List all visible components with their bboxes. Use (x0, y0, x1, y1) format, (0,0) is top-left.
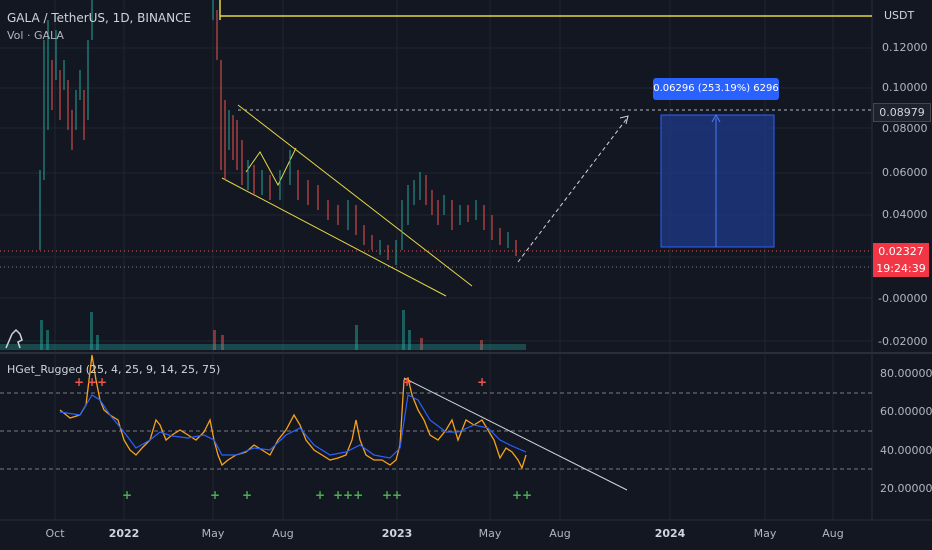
time-tick: 2022 (108, 527, 140, 540)
measure-label: 0.06296 (253.19%) 6296 (653, 78, 779, 100)
indicator-levels (0, 392, 872, 470)
current-price: 0.02327 (878, 245, 924, 258)
price-tick: 0.04000 (882, 208, 928, 221)
svg-text:+: + (242, 488, 252, 502)
target-price-tag: 0.08979 (873, 103, 931, 122)
svg-text:+: + (477, 375, 487, 389)
current-price-tag: 0.02327 19:24:39 (873, 243, 929, 277)
channel-lower (221, 177, 447, 297)
time-tick: Aug (272, 527, 294, 540)
time-tick: May (201, 527, 225, 540)
currency-label[interactable]: USDT (884, 9, 915, 22)
svg-text:++: ++ (512, 488, 532, 502)
indicator-tick: 40.000000 (880, 444, 932, 457)
price-tick: 0.10000 (882, 81, 928, 94)
candlesticks (39, 0, 517, 265)
time-tick: Oct (45, 527, 65, 540)
price-tick: -0.02000 (878, 335, 928, 348)
inner-pattern (245, 147, 297, 187)
time-tick: 2024 (654, 527, 686, 540)
price-tick: -0.00000 (878, 292, 928, 305)
time-tick: Aug (822, 527, 844, 540)
svg-text:++: ++ (87, 375, 107, 389)
indicator-line (59, 354, 527, 470)
indicator-tick: 80.000000 (880, 367, 932, 380)
symbol-legend[interactable]: GALA / TetherUS, 1D, BINANCE (7, 11, 192, 25)
price-tick: 0.08000 (882, 122, 928, 135)
svg-text:+: + (122, 488, 132, 502)
measure-box (660, 114, 775, 248)
svg-text:+++: +++ (333, 488, 363, 502)
svg-text:+: + (210, 488, 220, 502)
indicator-legend[interactable]: HGet_Rugged (25, 4, 25, 9, 14, 25, 75) (7, 363, 221, 376)
volume-legend[interactable]: Vol · GALA (7, 29, 64, 42)
time-tick: May (753, 527, 777, 540)
indicator-trendline (403, 377, 628, 491)
indicator-signal (59, 394, 527, 459)
volume-bars (0, 310, 526, 350)
svg-text:+: + (74, 375, 84, 389)
indicator-tick: 60.000000 (880, 405, 932, 418)
price-tick: 0.12000 (882, 41, 928, 54)
time-tick: Aug (549, 527, 571, 540)
svg-text:+: + (402, 375, 412, 389)
projection-arrow (517, 116, 629, 263)
tradingview-logo-icon (5, 328, 23, 349)
price-tick: 0.06000 (882, 166, 928, 179)
indicator-markers: + ++ + + + + + + +++ ++ ++ (74, 375, 532, 502)
svg-text:+: + (315, 488, 325, 502)
bar-countdown: 19:24:39 (876, 262, 926, 275)
time-tick: 2023 (381, 527, 413, 540)
svg-text:++: ++ (382, 488, 402, 502)
indicator-tick: 20.000000 (880, 482, 932, 495)
channel-upper (237, 104, 473, 287)
time-tick: May (478, 527, 502, 540)
